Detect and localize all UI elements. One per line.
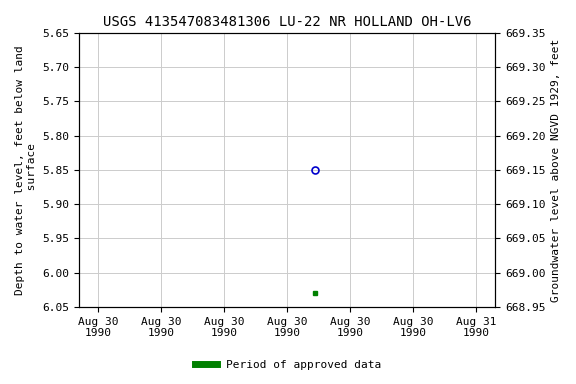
Y-axis label: Groundwater level above NGVD 1929, feet: Groundwater level above NGVD 1929, feet [551, 38, 561, 301]
Title: USGS 413547083481306 LU-22 NR HOLLAND OH-LV6: USGS 413547083481306 LU-22 NR HOLLAND OH… [103, 15, 471, 29]
Y-axis label: Depth to water level, feet below land
 surface: Depth to water level, feet below land su… [15, 45, 37, 295]
Legend: Period of approved data: Period of approved data [191, 356, 385, 375]
